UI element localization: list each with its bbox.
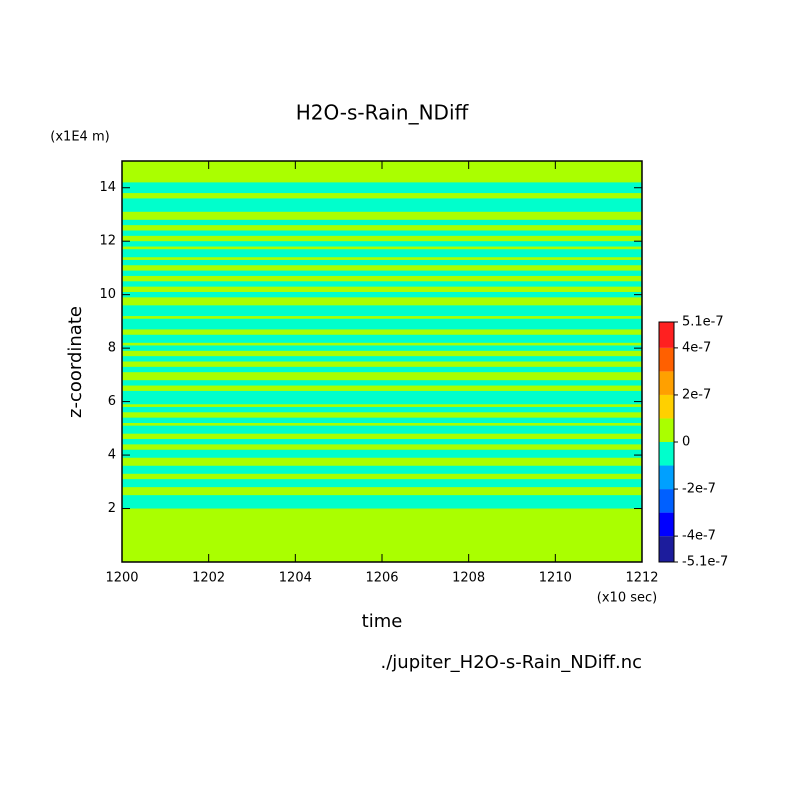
contour-region: [122, 334, 642, 343]
contour-region: [122, 305, 642, 317]
contour-region: [122, 356, 642, 362]
contour-region: [122, 259, 642, 266]
x-tick-label: 1210: [539, 571, 572, 586]
contour-region: [122, 198, 642, 212]
colorbar-label: 0: [682, 435, 690, 450]
contour-region: [122, 439, 642, 445]
y-tick-label: 4: [108, 448, 116, 463]
colorbar-segment: [659, 465, 674, 490]
y-tick-label: 6: [108, 394, 116, 409]
footer: ./jupiter_H2O-s-Rain_NDiff.nc: [381, 652, 642, 673]
x-tick-label: 1202: [192, 571, 225, 586]
contour-region: [122, 281, 642, 287]
colorbar-segment: [659, 347, 674, 372]
contour-region: [122, 479, 642, 488]
x-tick-label: 1212: [625, 571, 658, 586]
y-label: z-coordinate: [65, 306, 86, 418]
colorbar-segment: [659, 442, 674, 466]
colorbar-segment: [659, 322, 674, 348]
contour-region: [122, 219, 642, 226]
x-label: time: [362, 611, 403, 632]
contour-region: [122, 318, 642, 330]
contour-region: [122, 345, 642, 351]
colorbar-label: 2e-7: [682, 387, 711, 402]
contour-region: [122, 380, 642, 386]
contour-region: [122, 270, 642, 276]
colorbar-label: 4e-7: [682, 340, 711, 355]
colorbar-label: -5.1e-7: [682, 555, 728, 570]
chart-title: H2O-s-Rain_NDiff: [296, 101, 470, 125]
y-unit: (x1E4 m): [50, 130, 109, 145]
contour-region: [122, 241, 642, 247]
colorbar-segment: [659, 489, 674, 513]
colorbar-segment: [659, 536, 674, 562]
contour-region: [122, 249, 642, 258]
y-tick-label: 8: [108, 341, 116, 356]
contour-region: [122, 406, 642, 413]
contour-region: [122, 291, 642, 298]
y-tick-label: 14: [99, 180, 116, 195]
contour-region: [122, 425, 642, 434]
contour-region: [122, 495, 642, 509]
contour-region: [122, 230, 642, 236]
colorbar-segment: [659, 371, 674, 395]
colorbar-label: -4e-7: [682, 529, 716, 544]
colorbar-segment: [659, 512, 674, 537]
contour-region: [122, 390, 642, 405]
y-tick-label: 12: [99, 234, 116, 249]
x-tick-label: 1208: [452, 571, 485, 586]
contour-region: [122, 449, 642, 458]
contour-region: [122, 366, 642, 373]
x-unit: (x10 sec): [597, 591, 657, 606]
contour-region: [122, 182, 642, 194]
contour-region: [122, 417, 642, 423]
y-tick-label: 2: [108, 501, 116, 516]
x-tick-label: 1206: [365, 571, 398, 586]
y-tick-label: 10: [99, 287, 116, 302]
colorbar-label: 5.1e-7: [682, 315, 724, 330]
contour-region: [122, 465, 642, 474]
colorbar-segment: [659, 418, 674, 442]
x-tick-label: 1200: [105, 571, 138, 586]
colorbar-segment: [659, 394, 674, 419]
x-tick-label: 1204: [279, 571, 312, 586]
colorbar-label: -2e-7: [682, 482, 716, 497]
